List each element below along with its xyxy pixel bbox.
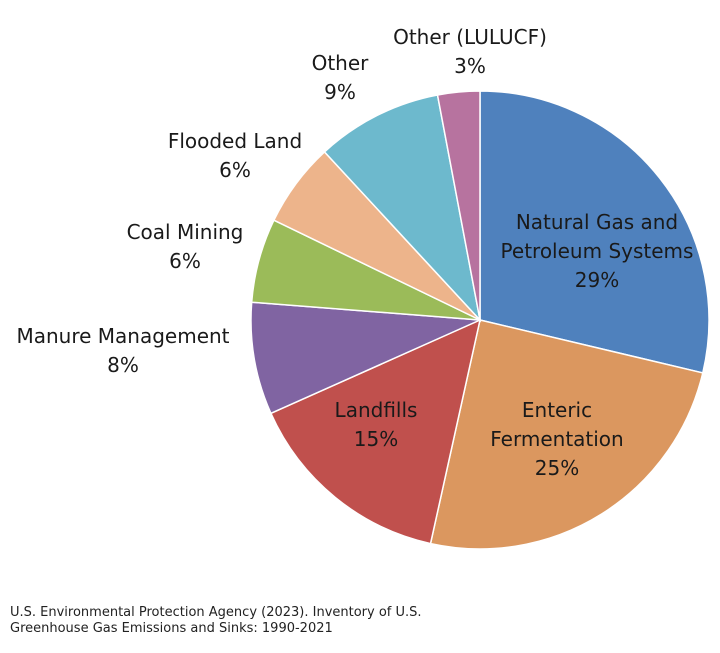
pie-slice-7 (436, 90, 481, 321)
data-label-category: Enteric (522, 398, 592, 422)
data-label-category: Other (312, 51, 370, 75)
data-label-value: 6% (219, 158, 251, 182)
pie-slice-3 (250, 301, 481, 415)
data-label-category: Other (LULUCF) (393, 25, 547, 49)
source-line-2: Greenhouse Gas Emissions and Sinks: 1990… (10, 621, 333, 636)
pie-slice-1 (429, 319, 704, 550)
data-label-category: Petroleum Systems (501, 239, 694, 263)
pie-slice-2 (269, 318, 482, 545)
data-label-value: 3% (454, 54, 486, 78)
data-label-category: Natural Gas and (516, 210, 678, 234)
data-label-value: 8% (107, 353, 139, 377)
data-label-category: Coal Mining (127, 220, 244, 244)
pie-slice-0 (479, 90, 710, 374)
data-label-category: Landfills (335, 398, 418, 422)
data-label-value: 6% (169, 249, 201, 273)
source-line-1: U.S. Environmental Protection Agency (20… (10, 605, 422, 620)
source-citation: U.S. Environmental Protection Agency (20… (10, 605, 422, 637)
data-label-value: 25% (535, 456, 579, 480)
data-label-category: Fermentation (490, 427, 623, 451)
pie-slice-6 (323, 94, 482, 323)
data-label-value: 15% (354, 427, 398, 451)
pie-chart: Natural Gas and Petroleum Systems 29% Enter… (16, 25, 710, 550)
data-label-category: Flooded Land (168, 129, 302, 153)
data-label-value: 29% (575, 268, 619, 292)
data-label-category: Manure Management (16, 324, 229, 348)
data-label-value: 9% (324, 80, 356, 104)
